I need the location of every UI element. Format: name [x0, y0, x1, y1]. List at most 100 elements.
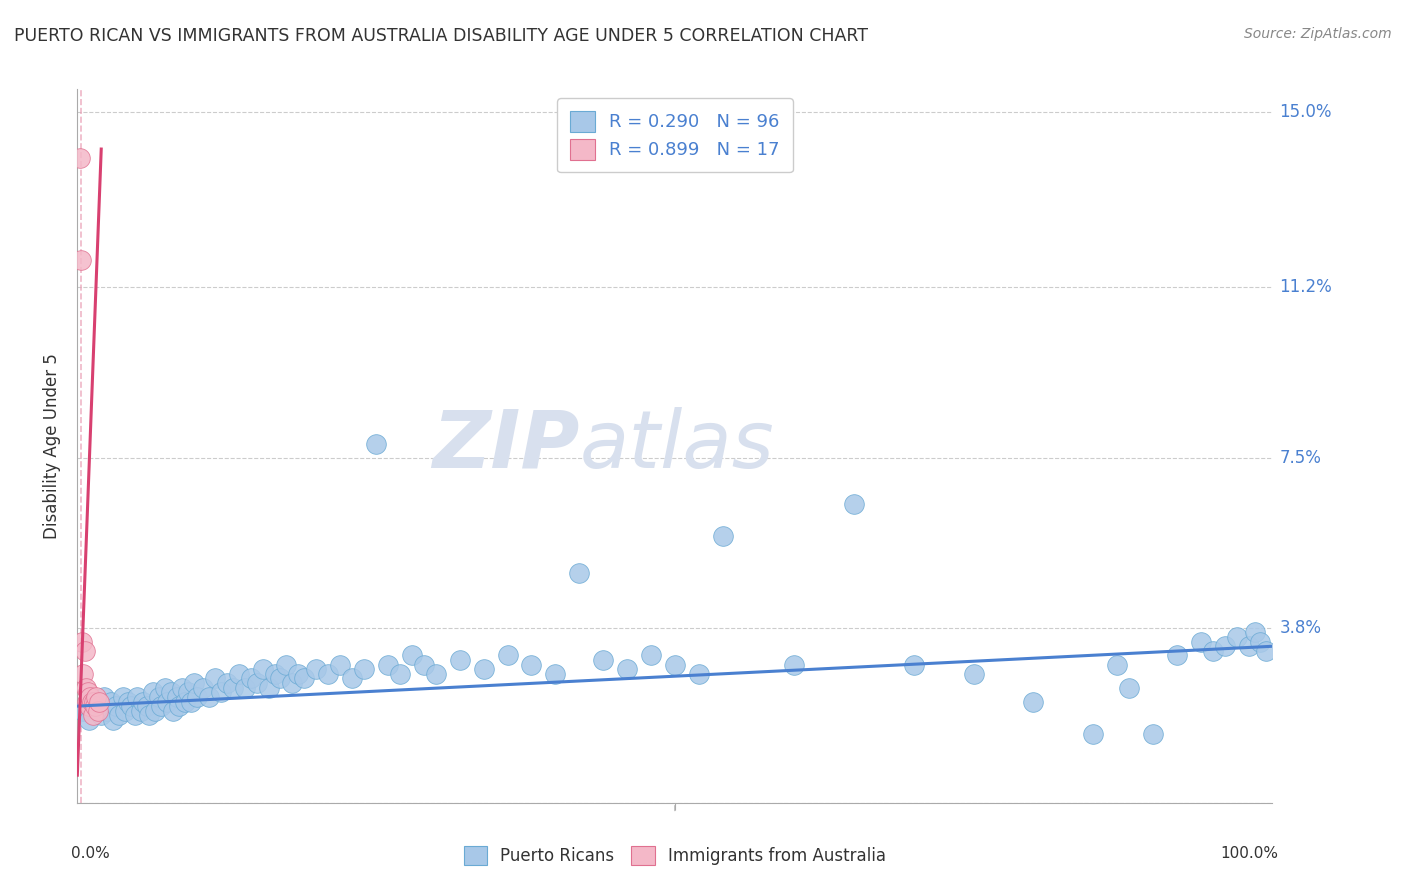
Point — [129, 704, 152, 718]
Point — [246, 676, 269, 690]
Point — [86, 704, 108, 718]
Point — [162, 704, 184, 718]
Point — [366, 436, 388, 450]
Point — [167, 699, 190, 714]
Text: 15.0%: 15.0% — [1279, 103, 1331, 121]
Point — [117, 694, 139, 708]
Point — [222, 681, 245, 695]
Point — [664, 657, 686, 672]
Point — [377, 657, 399, 672]
Point — [148, 690, 170, 704]
Point — [191, 681, 214, 695]
Point — [209, 685, 232, 699]
Text: 100.0%: 100.0% — [1220, 846, 1278, 861]
Point — [70, 634, 93, 648]
Point — [69, 151, 91, 165]
Point — [72, 704, 94, 718]
Point — [1142, 727, 1164, 741]
Point — [270, 672, 292, 686]
Point — [1107, 657, 1129, 672]
Text: PUERTO RICAN VS IMMIGRANTS FROM AUSTRALIA DISABILITY AGE UNDER 5 CORRELATION CHA: PUERTO RICAN VS IMMIGRANTS FROM AUSTRALI… — [14, 27, 868, 45]
Point — [233, 681, 256, 695]
Point — [1243, 625, 1265, 640]
Point — [425, 666, 447, 681]
Point — [1237, 640, 1260, 654]
Point — [496, 648, 519, 663]
Point — [1189, 634, 1212, 648]
Text: 7.5%: 7.5% — [1279, 449, 1322, 467]
Point — [76, 694, 98, 708]
Point — [108, 708, 131, 723]
Point — [114, 704, 136, 718]
Point — [1213, 640, 1236, 654]
Point — [1226, 630, 1249, 644]
Point — [103, 713, 124, 727]
Point — [100, 694, 122, 708]
Point — [153, 681, 176, 695]
Point — [93, 690, 115, 704]
Point — [166, 690, 188, 704]
Point — [156, 694, 179, 708]
Point — [568, 566, 591, 580]
Point — [305, 662, 328, 676]
Point — [72, 666, 94, 681]
Point — [1256, 644, 1278, 658]
Text: ZIP: ZIP — [432, 407, 579, 485]
Text: Source: ZipAtlas.com: Source: ZipAtlas.com — [1244, 27, 1392, 41]
Point — [90, 708, 112, 723]
Point — [197, 690, 219, 704]
Point — [142, 685, 165, 699]
Point — [1201, 644, 1223, 658]
Legend: Puerto Ricans, Immigrants from Australia: Puerto Ricans, Immigrants from Australia — [453, 834, 897, 877]
Point — [86, 690, 108, 704]
Point — [87, 699, 110, 714]
Point — [257, 681, 280, 695]
Point — [73, 644, 96, 658]
Point — [292, 672, 315, 686]
Point — [329, 657, 352, 672]
Point — [215, 676, 238, 690]
Point — [84, 699, 107, 714]
Point — [413, 657, 436, 672]
Point — [592, 653, 614, 667]
Point — [353, 662, 375, 676]
Text: 3.8%: 3.8% — [1279, 619, 1322, 637]
Point — [1083, 727, 1105, 741]
Point — [80, 694, 103, 708]
Text: 0.0%: 0.0% — [72, 846, 110, 861]
Point — [111, 690, 134, 704]
Point — [520, 657, 543, 672]
Point — [239, 672, 262, 686]
Point — [263, 666, 285, 681]
Point — [83, 694, 105, 708]
Point — [104, 699, 127, 714]
Point — [276, 657, 298, 672]
Point — [79, 713, 101, 727]
Point — [84, 694, 107, 708]
Point — [1022, 694, 1045, 708]
Y-axis label: Disability Age Under 5: Disability Age Under 5 — [44, 353, 62, 539]
Point — [449, 653, 471, 667]
Point — [135, 699, 157, 714]
Text: 11.2%: 11.2% — [1279, 278, 1333, 296]
Point — [138, 708, 160, 723]
Point — [903, 657, 925, 672]
Point — [120, 699, 142, 714]
Point — [711, 529, 734, 543]
Point — [1166, 648, 1188, 663]
Point — [172, 681, 194, 695]
Point — [186, 690, 208, 704]
Point — [544, 666, 567, 681]
Point — [963, 666, 986, 681]
Point — [287, 666, 309, 681]
Point — [124, 708, 146, 723]
Point — [342, 672, 364, 686]
Point — [143, 704, 166, 718]
Point — [783, 657, 806, 672]
Point — [127, 690, 149, 704]
Point — [472, 662, 495, 676]
Point — [77, 685, 100, 699]
Point — [79, 699, 101, 714]
Point — [96, 704, 118, 718]
Point — [79, 690, 101, 704]
